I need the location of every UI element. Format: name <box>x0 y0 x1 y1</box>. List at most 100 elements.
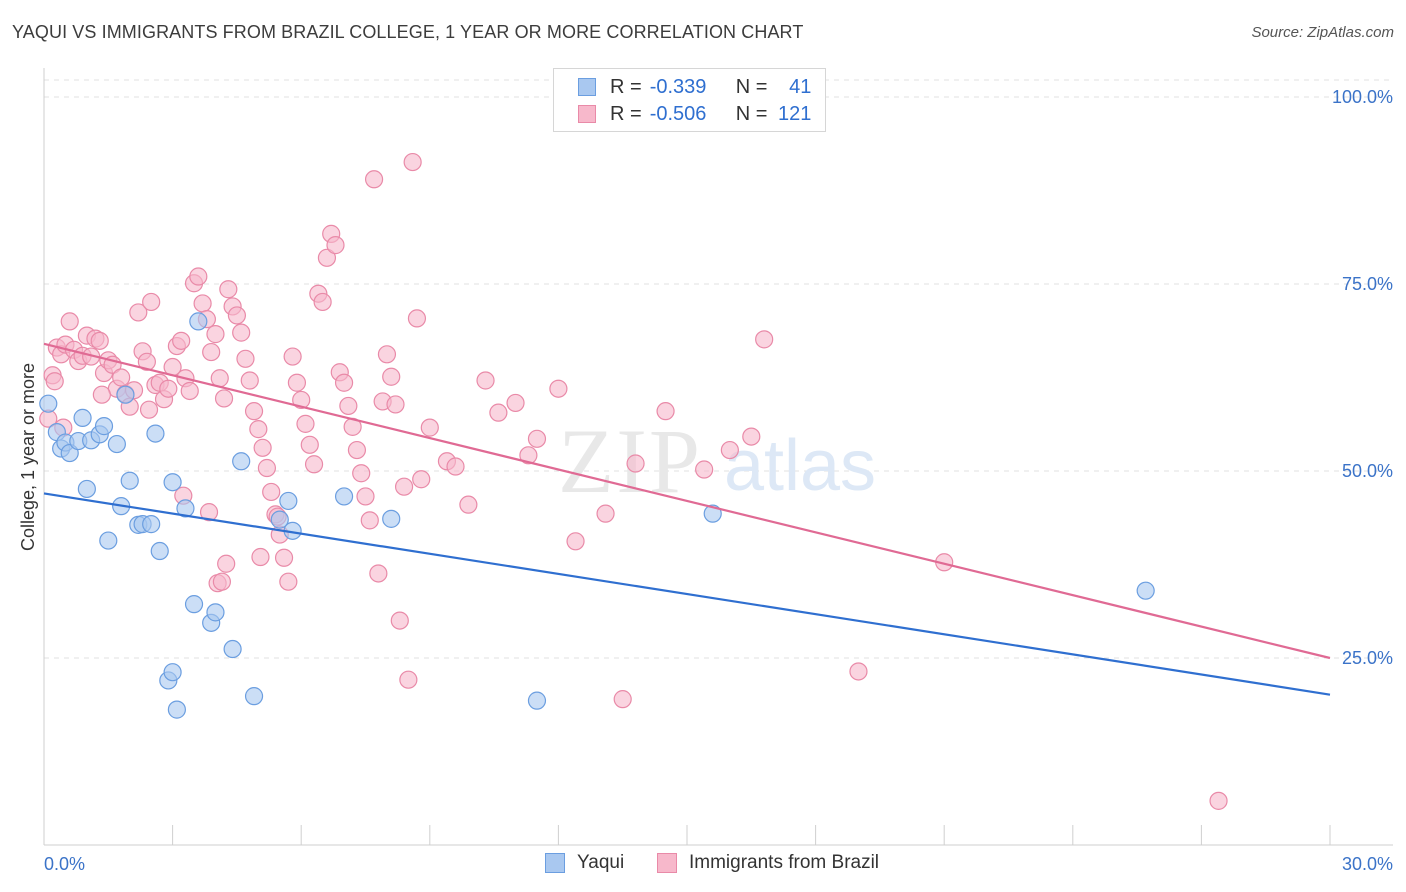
data-points <box>39 152 1228 810</box>
brazil-point <box>317 248 337 267</box>
brazil-point <box>1209 791 1228 810</box>
brazil-point <box>352 464 371 483</box>
source-note: Source: ZipAtlas.com <box>1251 24 1394 41</box>
stats-legend: R = -0.339 N = 41 R = -0.506 N = 121 <box>553 68 826 132</box>
yaqui-point <box>73 408 92 427</box>
yaqui-point <box>116 385 135 404</box>
brazil-point <box>193 294 212 313</box>
yaqui-point <box>107 434 126 454</box>
brazil-point <box>755 330 774 349</box>
brazil-point <box>251 547 270 567</box>
brazil-point <box>240 371 259 390</box>
brazil-point <box>189 267 208 286</box>
yaqui-point <box>270 510 289 529</box>
yaqui-point <box>146 424 165 443</box>
brazil-point <box>90 331 109 350</box>
brazil-point <box>613 690 632 709</box>
brazil-point <box>217 554 236 573</box>
brazil-point <box>287 373 307 392</box>
brazil-point <box>313 292 332 312</box>
y-tick-label: 25.0% <box>1342 648 1393 668</box>
yaqui-point <box>527 691 547 710</box>
y-axis-title: College, 1 year or more <box>18 363 38 551</box>
brazil-point <box>214 389 234 408</box>
brazil-swatch <box>578 105 596 123</box>
r-label: R = <box>610 75 642 98</box>
brazil-point <box>720 440 739 460</box>
brazil-point <box>292 390 311 410</box>
yaqui-point <box>244 687 264 706</box>
yaqui-point <box>232 452 251 471</box>
brazil-point <box>227 306 246 325</box>
brazil-point <box>60 312 79 331</box>
r-value: -0.506 <box>649 102 707 125</box>
brazil-point <box>334 373 354 392</box>
brazil-point <box>519 446 538 465</box>
brazil-point <box>274 548 294 567</box>
brazil-point <box>304 455 324 474</box>
brazil-point <box>596 504 615 523</box>
brazil-point <box>390 611 409 630</box>
brazil-point <box>386 395 405 414</box>
brazil-point <box>129 303 148 322</box>
legend-item-yaqui[interactable]: Yaqui <box>545 852 624 874</box>
brazil-point <box>219 280 238 299</box>
brazil-point <box>412 470 431 489</box>
x-tick-label: 30.0% <box>1342 854 1393 874</box>
r-label: R = <box>610 102 642 125</box>
yaqui-point <box>120 471 139 490</box>
axes <box>43 68 1393 846</box>
yaqui-point <box>39 394 58 413</box>
brazil-point <box>695 460 714 479</box>
brazil-point <box>626 454 645 473</box>
brazil-point <box>202 342 221 362</box>
yaqui-point <box>703 504 722 523</box>
yaqui-point <box>1136 581 1155 600</box>
legend-item-brazil[interactable]: Immigrants from Brazil <box>657 852 879 874</box>
brazil-point <box>172 331 191 350</box>
legend-row-brazil: R = -0.506 N = 121 <box>578 102 811 126</box>
brazil-point <box>253 438 272 457</box>
brazil-point <box>244 402 264 421</box>
brazil-point <box>364 170 384 189</box>
chart-title: YAQUI VS IMMIGRANTS FROM BRAZIL COLLEGE,… <box>12 22 804 42</box>
brazil-point <box>296 414 315 433</box>
yaqui-trend-line <box>43 492 1331 696</box>
yaqui-point <box>184 595 204 614</box>
brazil-point <box>159 379 178 398</box>
yaqui-point <box>206 603 225 622</box>
brazil-point <box>476 371 495 390</box>
yaqui-point <box>334 487 354 506</box>
n-label: N = <box>735 75 768 98</box>
yaqui-point <box>142 515 161 534</box>
brazil-point <box>369 564 388 583</box>
brazil-point <box>236 349 255 368</box>
yaqui-legend-swatch <box>545 853 565 873</box>
brazil-point <box>283 347 302 366</box>
brazil-point <box>489 403 508 422</box>
n-label: N = <box>735 102 768 125</box>
brazil-point <box>394 477 414 496</box>
brazil-point <box>279 572 298 591</box>
brazil-point <box>420 418 439 437</box>
x-tick-label: 0.0% <box>44 854 85 874</box>
brazil-point <box>403 152 422 172</box>
yaqui-point <box>163 473 182 492</box>
brazil-point <box>506 393 525 413</box>
brazil-point <box>360 511 379 530</box>
gridlines <box>44 79 1393 659</box>
brazil-point <box>300 435 319 454</box>
yaqui-point <box>382 509 401 528</box>
trend-lines <box>43 342 1331 696</box>
brazil-point <box>326 236 345 255</box>
brazil-point <box>262 482 281 502</box>
legend-label: Immigrants from Brazil <box>689 852 880 873</box>
brazil-point <box>142 292 161 312</box>
brazil-point <box>45 372 64 391</box>
watermark: ZIP atlas <box>558 410 876 512</box>
brazil-point <box>656 402 675 421</box>
brazil-legend-swatch <box>657 853 677 873</box>
brazil-point <box>399 670 418 689</box>
r-value: -0.339 <box>649 75 707 98</box>
